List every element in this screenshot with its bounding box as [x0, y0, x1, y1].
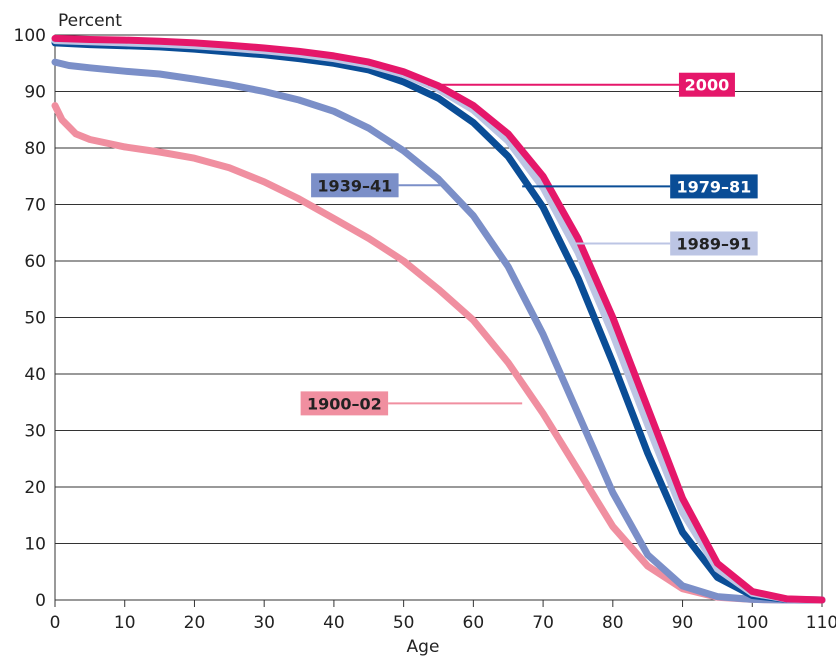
x-axis-title: Age — [407, 637, 440, 657]
x-tick-label: 50 — [393, 613, 415, 633]
series-label-text: 1939–41 — [317, 176, 392, 195]
series-line-4 — [51, 34, 826, 604]
series-label-box — [670, 174, 758, 199]
series-label-box — [670, 231, 758, 256]
y-tick-label: 50 — [24, 309, 46, 329]
x-tick-label: 20 — [184, 613, 206, 633]
series-label-text: 1979–81 — [677, 177, 752, 196]
series-label-text: 2000 — [685, 76, 730, 95]
x-tick-label: 10 — [114, 613, 136, 633]
x-tick-label: 110 — [806, 613, 836, 633]
y-axis-title: Percent — [58, 11, 122, 31]
x-tick-label: 30 — [253, 613, 275, 633]
series-label-box — [678, 72, 735, 97]
y-tick-label: 70 — [24, 196, 46, 216]
x-tick-label: 0 — [50, 613, 61, 633]
y-tick-label: 100 — [14, 26, 46, 46]
x-tick-label: 90 — [672, 613, 694, 633]
y-tick-label: 80 — [24, 139, 46, 159]
series-label-box — [300, 391, 389, 416]
y-tick-label: 20 — [24, 478, 46, 498]
y-tick-label: 40 — [24, 365, 46, 385]
x-tick-label: 80 — [602, 613, 624, 633]
series-label-text: 1900–02 — [307, 394, 382, 413]
x-tick-label: 100 — [736, 613, 768, 633]
series-lines — [51, 34, 826, 604]
series-label-text: 1989–91 — [677, 234, 752, 253]
y-tick-label: 60 — [24, 252, 46, 272]
series-line-1 — [51, 58, 826, 604]
y-tick-label: 0 — [35, 591, 46, 611]
axes: 0 10 20 30 40 50 60 70 80 90 100 0 10 20 30 40 50 60 70 80 9… — [14, 26, 836, 633]
series-labels: 2000 1979–81 1989–91 1939–41 1900–02 — [300, 72, 758, 416]
x-tick-label: 60 — [463, 613, 485, 633]
y-tick-label: 90 — [24, 83, 46, 103]
x-tick-label: 70 — [532, 613, 554, 633]
plot-frame — [54, 34, 823, 601]
y-tick-label: 30 — [24, 422, 46, 442]
x-tick-label: 40 — [323, 613, 345, 633]
series-label-box — [311, 173, 399, 198]
y-tick-label: 10 — [24, 535, 46, 555]
